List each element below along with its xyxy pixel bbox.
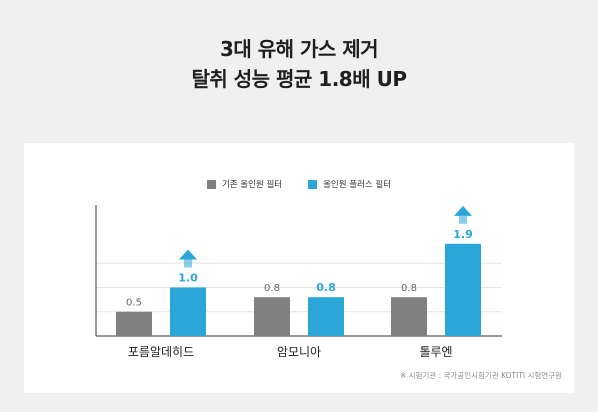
legend-item-plus-filter: 올인원 플러스 필터 bbox=[308, 178, 391, 190]
data-label-2-1: 1.9 bbox=[453, 228, 473, 241]
data-label-1-0: 0.8 bbox=[264, 283, 280, 294]
legend-item-existing-filter: 기존 올인원 필터 bbox=[206, 178, 283, 190]
legend-label-existing: 기존 올인원 필터 bbox=[221, 180, 283, 190]
legend-swatch-existing bbox=[206, 179, 216, 189]
bar-2-0 bbox=[391, 297, 427, 336]
legend-label-plus: 올인원 플러스 필터 bbox=[323, 180, 392, 190]
data-label-2-0: 0.8 bbox=[401, 283, 417, 294]
chart-legend: 기존 올인원 필터 올인원 플러스 필터 bbox=[0, 178, 598, 190]
category-label-0: 포름알데히드 bbox=[128, 345, 194, 359]
growth-arrow-head-2 bbox=[454, 205, 472, 216]
data-label-0-1: 1.0 bbox=[178, 271, 198, 284]
category-label-2: 톨루엔 bbox=[419, 345, 452, 359]
growth-arrow-shaft-0 bbox=[184, 259, 192, 268]
headline-line-1: 3대 유해 가스 제거 bbox=[219, 37, 379, 61]
data-label-0-0: 0.5 bbox=[126, 298, 142, 309]
headline-line-2: 탈취 성능 평균 1.8배 UP bbox=[191, 67, 407, 91]
bar-1-0 bbox=[254, 297, 290, 336]
legend-swatch-plus bbox=[308, 179, 318, 189]
bar-1-1 bbox=[308, 297, 344, 336]
chart-panel bbox=[24, 143, 574, 393]
growth-arrow-shaft-2 bbox=[459, 215, 467, 224]
bar-0-0 bbox=[116, 311, 152, 336]
source-footnote: ※ 시험기관 : 국가공인시험기관 KOTITI 시험연구원 bbox=[399, 371, 562, 380]
category-label-1: 암모니아 bbox=[277, 345, 321, 359]
growth-arrow-head-0 bbox=[179, 249, 197, 260]
bar-0-1 bbox=[170, 287, 206, 336]
headline: 3대 유해 가스 제거 탈취 성능 평균 1.8배 UP bbox=[0, 34, 598, 94]
bar-2-1 bbox=[445, 243, 481, 336]
data-label-1-1: 0.8 bbox=[316, 281, 336, 294]
